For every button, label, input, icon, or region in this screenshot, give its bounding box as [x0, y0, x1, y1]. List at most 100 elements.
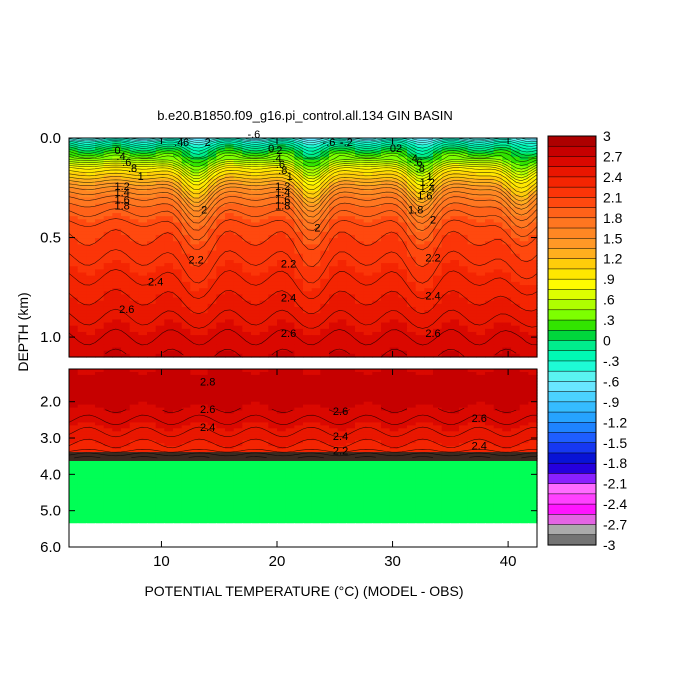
field-cell [372, 369, 382, 373]
field-cell [381, 260, 391, 264]
field-cell [251, 184, 261, 189]
contour-line [68, 195, 538, 224]
contour-line [68, 328, 538, 346]
field-cell [337, 200, 347, 205]
field-cell [346, 316, 356, 321]
field-cell [329, 353, 339, 358]
field-cell [459, 335, 469, 339]
field-cell [424, 319, 434, 324]
field-cell [381, 231, 391, 236]
field-cell [502, 219, 512, 224]
field-cell [450, 156, 460, 161]
field-cell [346, 413, 356, 418]
field-cell [164, 238, 174, 242]
field-cell [147, 206, 157, 211]
field-cell [381, 425, 391, 429]
field-cell [277, 386, 287, 391]
field-cell [77, 371, 87, 376]
field-cell [121, 166, 131, 170]
field-cell [311, 272, 321, 277]
field-cell [251, 306, 261, 311]
field-cell [381, 331, 391, 336]
field-cell [320, 322, 330, 327]
field-cell [164, 306, 174, 311]
field-cell [95, 241, 105, 245]
field-cell [233, 269, 243, 274]
field-cell [459, 371, 469, 376]
field-cell [502, 156, 512, 161]
field-cell [441, 241, 451, 245]
field-cell [398, 269, 408, 274]
field-cell [337, 194, 347, 199]
field-cell [372, 181, 382, 186]
field-cell [112, 181, 122, 186]
field-cell [389, 272, 399, 277]
field-cell [103, 377, 113, 382]
field-cell [389, 166, 399, 170]
field-cell [147, 401, 157, 406]
field-cell [138, 256, 148, 261]
field-cell [225, 260, 235, 264]
field-cell [346, 344, 356, 349]
field-cell [381, 319, 391, 324]
field-cell [259, 272, 269, 277]
field-cell [147, 200, 157, 205]
field-cell [424, 263, 434, 267]
field-cell [415, 389, 425, 394]
field-cell [398, 419, 408, 423]
field-cell [459, 138, 469, 142]
field-cell [303, 147, 313, 152]
field-cell [173, 253, 183, 258]
field-cell [467, 166, 477, 170]
field-cell [467, 169, 477, 174]
field-cell [129, 386, 139, 391]
field-cell [129, 285, 139, 289]
field-cell [242, 300, 252, 305]
field-cell [407, 328, 417, 333]
field-cell [450, 294, 460, 299]
field-cell [285, 369, 295, 373]
field-cell [277, 338, 287, 342]
field-cell [164, 392, 174, 397]
field-cell [398, 389, 408, 394]
field-cell [346, 144, 356, 148]
field-cell [86, 425, 96, 429]
field-cell [121, 347, 131, 352]
field-cell [485, 401, 495, 406]
field-cell [337, 247, 347, 252]
field-cell [450, 141, 460, 145]
field-cell [164, 428, 174, 432]
field-cell [363, 344, 373, 349]
field-cell [69, 316, 79, 321]
field-cell [311, 153, 321, 158]
field-cell [511, 392, 521, 397]
field-cell [355, 294, 365, 299]
field-cell [190, 206, 200, 211]
field-cell [155, 328, 165, 333]
field-cell [363, 278, 373, 283]
field-cell [129, 401, 139, 406]
field-cell [407, 266, 417, 270]
field-cell [450, 310, 460, 314]
field-cell [467, 306, 477, 311]
field-cell [147, 322, 157, 327]
field-cell [112, 141, 122, 145]
field-cell [355, 401, 365, 406]
field-cell [311, 288, 321, 292]
field-cell [320, 398, 330, 403]
field-cell [415, 178, 425, 183]
field-cell [407, 319, 417, 324]
field-cell [147, 419, 157, 423]
field-cell [381, 194, 391, 199]
field-cell [389, 238, 399, 242]
field-cell [389, 341, 399, 346]
field-cell [441, 419, 451, 423]
field-cell [251, 219, 261, 224]
field-cell [173, 300, 183, 305]
field-cell [69, 206, 79, 211]
field-cell [69, 241, 79, 245]
field-cell [155, 350, 165, 355]
field-cell [441, 253, 451, 258]
field-cell [476, 377, 486, 382]
field-cell [467, 422, 477, 426]
